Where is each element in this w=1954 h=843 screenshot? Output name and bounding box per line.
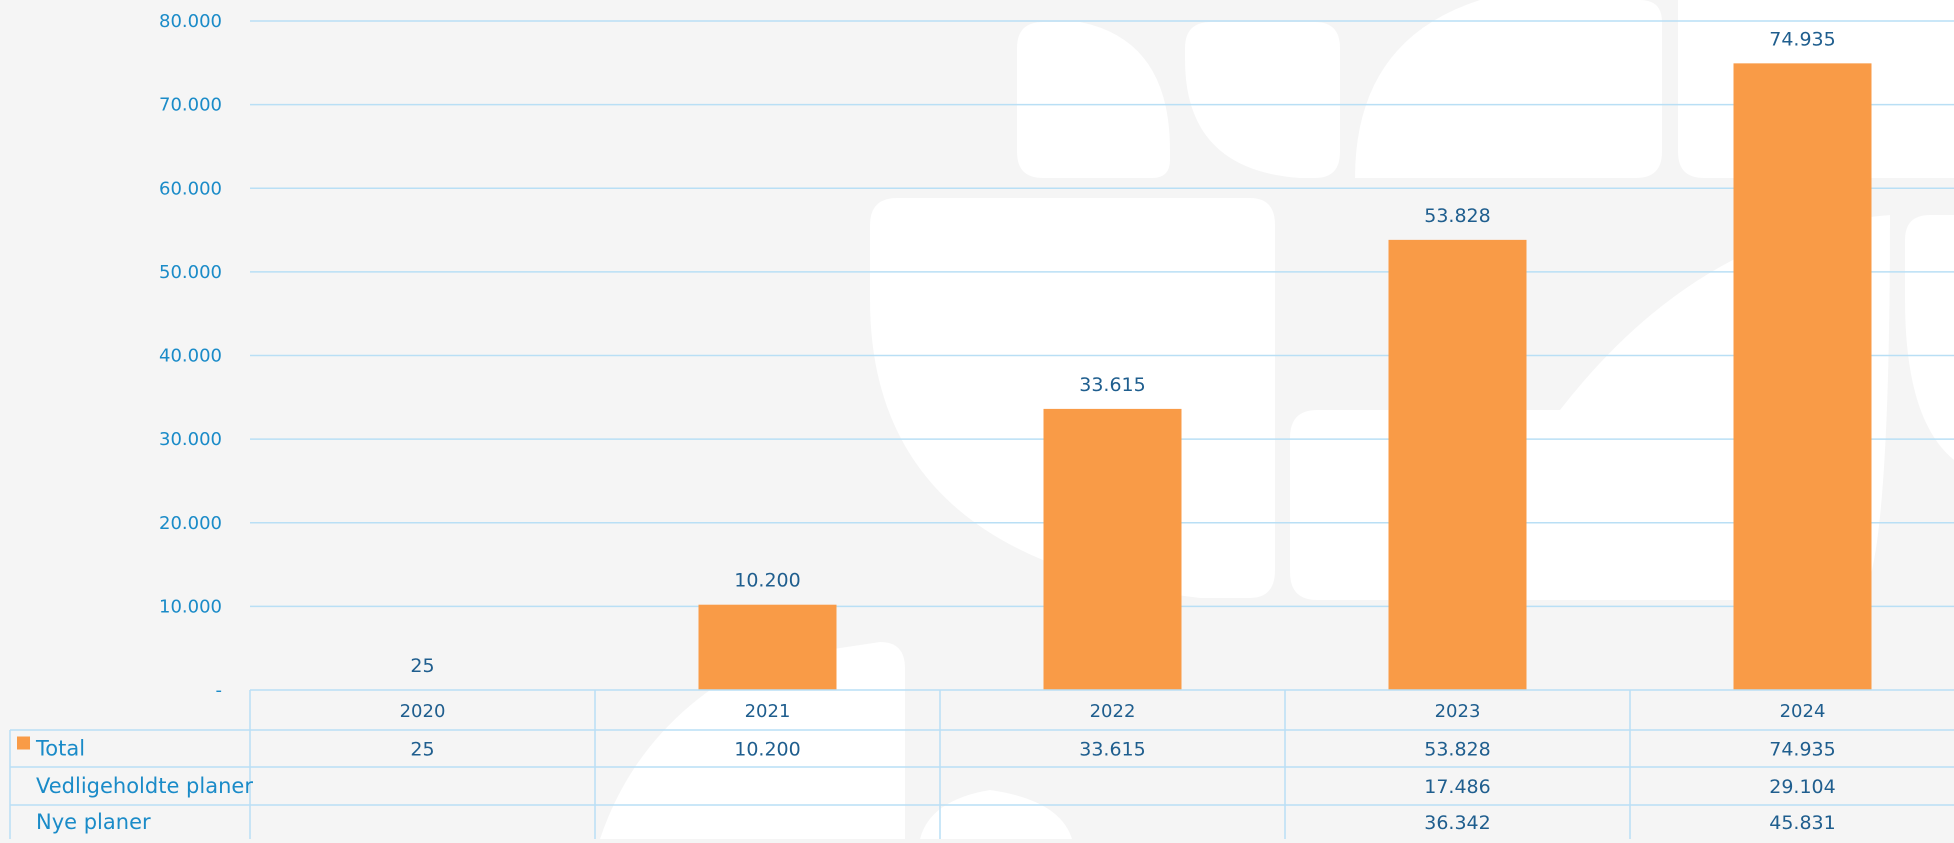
data-label: 10.200: [734, 570, 800, 592]
data-label: 25: [410, 655, 434, 677]
legend-key-total: [17, 737, 30, 750]
bar-2021: [699, 605, 837, 690]
y-axis: - 10.000 20.000 30.000 40.000 50.000 60.000 70.…: [159, 11, 222, 701]
y-tick-label: 30.000: [159, 429, 222, 450]
y-tick-label: 20.000: [159, 513, 222, 534]
table-cell: 25: [410, 739, 434, 761]
y-tick-label: 50.000: [159, 262, 222, 283]
y-tick-label: 40.000: [159, 346, 222, 367]
bar-2023: [1389, 240, 1527, 690]
y-tick-label: 10.000: [159, 596, 222, 617]
table-cell: 74.935: [1769, 739, 1835, 761]
watermark-shape: [1185, 22, 1340, 178]
bar-2022: [1044, 409, 1182, 690]
watermark-shape: [920, 790, 1072, 839]
x-tick-label: 2022: [1090, 701, 1136, 722]
watermark-shape: [1905, 215, 1954, 460]
x-tick-label: 2020: [400, 701, 446, 722]
y-tick-label: 70.000: [159, 95, 222, 116]
y-tick-label: -: [216, 680, 223, 701]
table-cell: 10.200: [734, 739, 800, 761]
table-cell: 17.486: [1424, 776, 1490, 798]
y-tick-label: 80.000: [159, 11, 222, 32]
watermark-shape: [1355, 0, 1662, 178]
table-cell: 45.831: [1769, 812, 1835, 834]
data-label: 74.935: [1769, 28, 1835, 50]
table-row-label: Vedligeholdte planer: [36, 774, 253, 798]
table-row-label: Nye planer: [36, 810, 151, 834]
watermark-shape: [1017, 22, 1170, 178]
x-tick-label: 2023: [1435, 701, 1481, 722]
table-cell: 29.104: [1769, 776, 1835, 798]
x-tick-label: 2021: [745, 701, 791, 722]
table-cell: 33.615: [1079, 739, 1145, 761]
table-cell: 53.828: [1424, 739, 1490, 761]
y-tick-label: 60.000: [159, 178, 222, 199]
table-cell: 36.342: [1424, 812, 1490, 834]
table-row-label: Total: [35, 737, 85, 761]
bar-2024: [1734, 63, 1872, 690]
data-label: 53.828: [1424, 205, 1490, 227]
data-label: 33.615: [1079, 374, 1145, 396]
x-tick-label: 2024: [1780, 701, 1826, 722]
